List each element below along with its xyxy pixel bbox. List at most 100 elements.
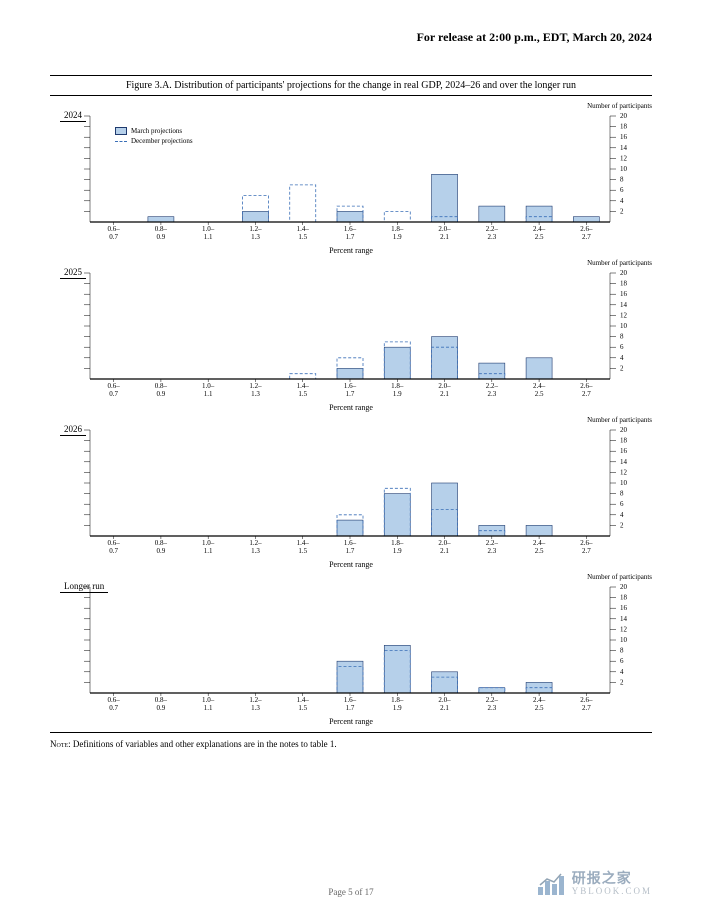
svg-text:1.6–: 1.6– <box>344 382 357 390</box>
bar <box>432 672 458 693</box>
svg-text:1.6–: 1.6– <box>344 539 357 547</box>
svg-text:4: 4 <box>620 668 624 676</box>
bar <box>573 217 599 222</box>
svg-text:0.7: 0.7 <box>109 233 118 241</box>
svg-text:0.8–: 0.8– <box>155 696 168 704</box>
svg-text:14: 14 <box>620 615 628 623</box>
svg-text:2.7: 2.7 <box>582 233 591 241</box>
chart-svg: 24681012141618200.6–0.70.8–0.91.0–1.11.2… <box>50 575 650 715</box>
svg-text:2.5: 2.5 <box>535 547 544 555</box>
svg-text:18: 18 <box>620 123 628 131</box>
svg-text:1.1: 1.1 <box>204 233 213 241</box>
svg-text:8: 8 <box>620 490 624 498</box>
bar <box>384 645 410 693</box>
panel-title: 2026 <box>60 424 86 436</box>
y-axis-label: Number of participants <box>587 573 652 581</box>
svg-text:18: 18 <box>620 437 628 445</box>
svg-text:18: 18 <box>620 594 628 602</box>
svg-text:0.7: 0.7 <box>109 704 118 712</box>
figure-title: Figure 3.A. Distribution of participants… <box>50 75 652 96</box>
bar <box>148 217 174 222</box>
svg-text:2.3: 2.3 <box>487 704 496 712</box>
svg-text:0.8–: 0.8– <box>155 382 168 390</box>
svg-text:20: 20 <box>620 583 628 591</box>
legend-item-march: March projections <box>115 126 193 136</box>
panel-title: 2024 <box>60 110 86 122</box>
svg-text:10: 10 <box>620 636 628 644</box>
x-axis-label: Percent range <box>50 246 652 255</box>
svg-text:6: 6 <box>620 500 624 508</box>
legend: March projections December projections <box>115 126 193 146</box>
svg-text:16: 16 <box>620 604 628 612</box>
svg-text:1.7: 1.7 <box>346 390 355 398</box>
note-label: Note: <box>50 739 71 749</box>
svg-text:4: 4 <box>620 511 624 519</box>
svg-text:1.1: 1.1 <box>204 547 213 555</box>
x-axis-label: Percent range <box>50 560 652 569</box>
note-text: Definitions of variables and other expla… <box>71 739 337 749</box>
svg-text:2.4–: 2.4– <box>533 696 546 704</box>
watermark-sub: YBLOOK.COM <box>572 887 652 896</box>
svg-text:1.4–: 1.4– <box>297 382 310 390</box>
chart-svg: 24681012141618200.6–0.70.8–0.91.0–1.11.2… <box>50 418 650 558</box>
svg-text:12: 12 <box>620 468 628 476</box>
chart-panel-2024: Number of participants 2024 March project… <box>50 104 652 255</box>
svg-text:1.9: 1.9 <box>393 704 402 712</box>
svg-text:2.4–: 2.4– <box>533 539 546 547</box>
svg-text:2.1: 2.1 <box>440 704 449 712</box>
chart-svg: 24681012141618200.6–0.70.8–0.91.0–1.11.2… <box>50 261 650 401</box>
page-container: For release at 2:00 p.m., EDT, March 20,… <box>0 0 702 769</box>
svg-text:8: 8 <box>620 176 624 184</box>
chart-panel-2025: Number of participants202524681012141618… <box>50 261 652 412</box>
y-axis-label: Number of participants <box>587 416 652 424</box>
svg-text:1.6–: 1.6– <box>344 696 357 704</box>
svg-text:12: 12 <box>620 154 628 162</box>
svg-text:1.0–: 1.0– <box>202 225 215 233</box>
y-axis-label: Number of participants <box>587 259 652 267</box>
svg-text:16: 16 <box>620 290 628 298</box>
legend-item-december: December projections <box>115 136 193 146</box>
charts-container: Number of participants2024 March project… <box>50 104 652 726</box>
svg-text:1.5: 1.5 <box>298 704 307 712</box>
svg-text:1.3: 1.3 <box>251 547 260 555</box>
svg-text:1.1: 1.1 <box>204 704 213 712</box>
svg-text:0.6–: 0.6– <box>108 225 121 233</box>
svg-text:2.2–: 2.2– <box>486 539 499 547</box>
y-axis-label: Number of participants <box>587 102 652 110</box>
svg-text:2: 2 <box>620 678 624 686</box>
svg-text:1.1: 1.1 <box>204 390 213 398</box>
bar <box>337 520 363 536</box>
svg-text:18: 18 <box>620 280 628 288</box>
svg-text:20: 20 <box>620 269 628 277</box>
svg-text:1.3: 1.3 <box>251 704 260 712</box>
watermark-icon <box>536 871 566 897</box>
svg-text:2: 2 <box>620 521 624 529</box>
svg-text:1.2–: 1.2– <box>249 539 262 547</box>
bar <box>479 363 505 379</box>
svg-text:2.5: 2.5 <box>535 390 544 398</box>
svg-text:2.6–: 2.6– <box>580 696 593 704</box>
bar <box>526 206 552 222</box>
svg-text:2.1: 2.1 <box>440 547 449 555</box>
svg-text:2.0–: 2.0– <box>438 225 451 233</box>
svg-text:12: 12 <box>620 625 628 633</box>
svg-text:1.7: 1.7 <box>346 233 355 241</box>
bar <box>432 337 458 379</box>
svg-text:0.6–: 0.6– <box>108 382 121 390</box>
svg-text:16: 16 <box>620 133 628 141</box>
bar <box>337 661 363 693</box>
bar <box>479 688 505 693</box>
svg-text:4: 4 <box>620 197 624 205</box>
svg-text:0.6–: 0.6– <box>108 539 121 547</box>
svg-text:0.9: 0.9 <box>157 547 166 555</box>
svg-text:1.3: 1.3 <box>251 390 260 398</box>
svg-text:0.7: 0.7 <box>109 547 118 555</box>
release-header: For release at 2:00 p.m., EDT, March 20,… <box>50 30 652 45</box>
chart-panel-2026: Number of participants202624681012141618… <box>50 418 652 569</box>
svg-text:2.2–: 2.2– <box>486 696 499 704</box>
svg-text:2.5: 2.5 <box>535 233 544 241</box>
svg-text:2.6–: 2.6– <box>580 225 593 233</box>
svg-text:2.4–: 2.4– <box>533 382 546 390</box>
svg-text:2.6–: 2.6– <box>580 382 593 390</box>
legend-label-december: December projections <box>131 137 193 145</box>
